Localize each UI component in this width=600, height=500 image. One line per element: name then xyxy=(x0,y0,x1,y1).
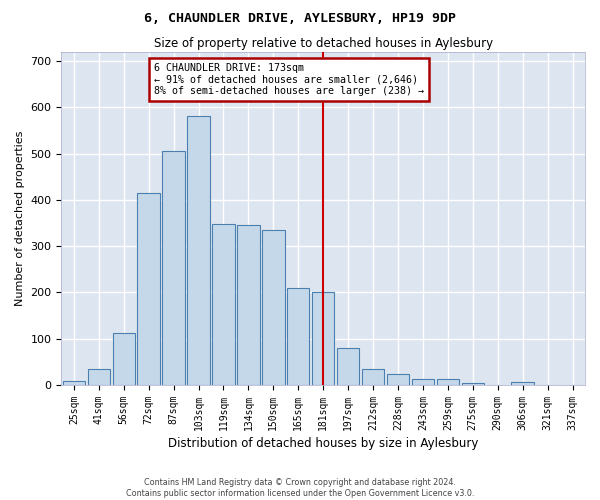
Bar xyxy=(312,292,334,385)
Bar xyxy=(287,288,310,385)
X-axis label: Distribution of detached houses by size in Aylesbury: Distribution of detached houses by size … xyxy=(168,437,478,450)
Y-axis label: Number of detached properties: Number of detached properties xyxy=(15,130,25,306)
Bar xyxy=(412,379,434,385)
Bar xyxy=(511,382,534,385)
Bar xyxy=(461,383,484,385)
Bar xyxy=(237,226,260,385)
Bar xyxy=(62,382,85,385)
Text: 6, CHAUNDLER DRIVE, AYLESBURY, HP19 9DP: 6, CHAUNDLER DRIVE, AYLESBURY, HP19 9DP xyxy=(144,12,456,26)
Text: Contains HM Land Registry data © Crown copyright and database right 2024.
Contai: Contains HM Land Registry data © Crown c… xyxy=(126,478,474,498)
Bar xyxy=(212,224,235,385)
Text: 6 CHAUNDLER DRIVE: 173sqm
← 91% of detached houses are smaller (2,646)
8% of sem: 6 CHAUNDLER DRIVE: 173sqm ← 91% of detac… xyxy=(154,63,424,96)
Bar xyxy=(337,348,359,385)
Bar xyxy=(187,116,210,385)
Bar xyxy=(88,369,110,385)
Bar xyxy=(163,151,185,385)
Bar xyxy=(437,379,459,385)
Bar xyxy=(387,374,409,385)
Bar xyxy=(362,369,384,385)
Bar xyxy=(137,193,160,385)
Title: Size of property relative to detached houses in Aylesbury: Size of property relative to detached ho… xyxy=(154,38,493,51)
Bar xyxy=(262,230,284,385)
Bar xyxy=(113,333,135,385)
